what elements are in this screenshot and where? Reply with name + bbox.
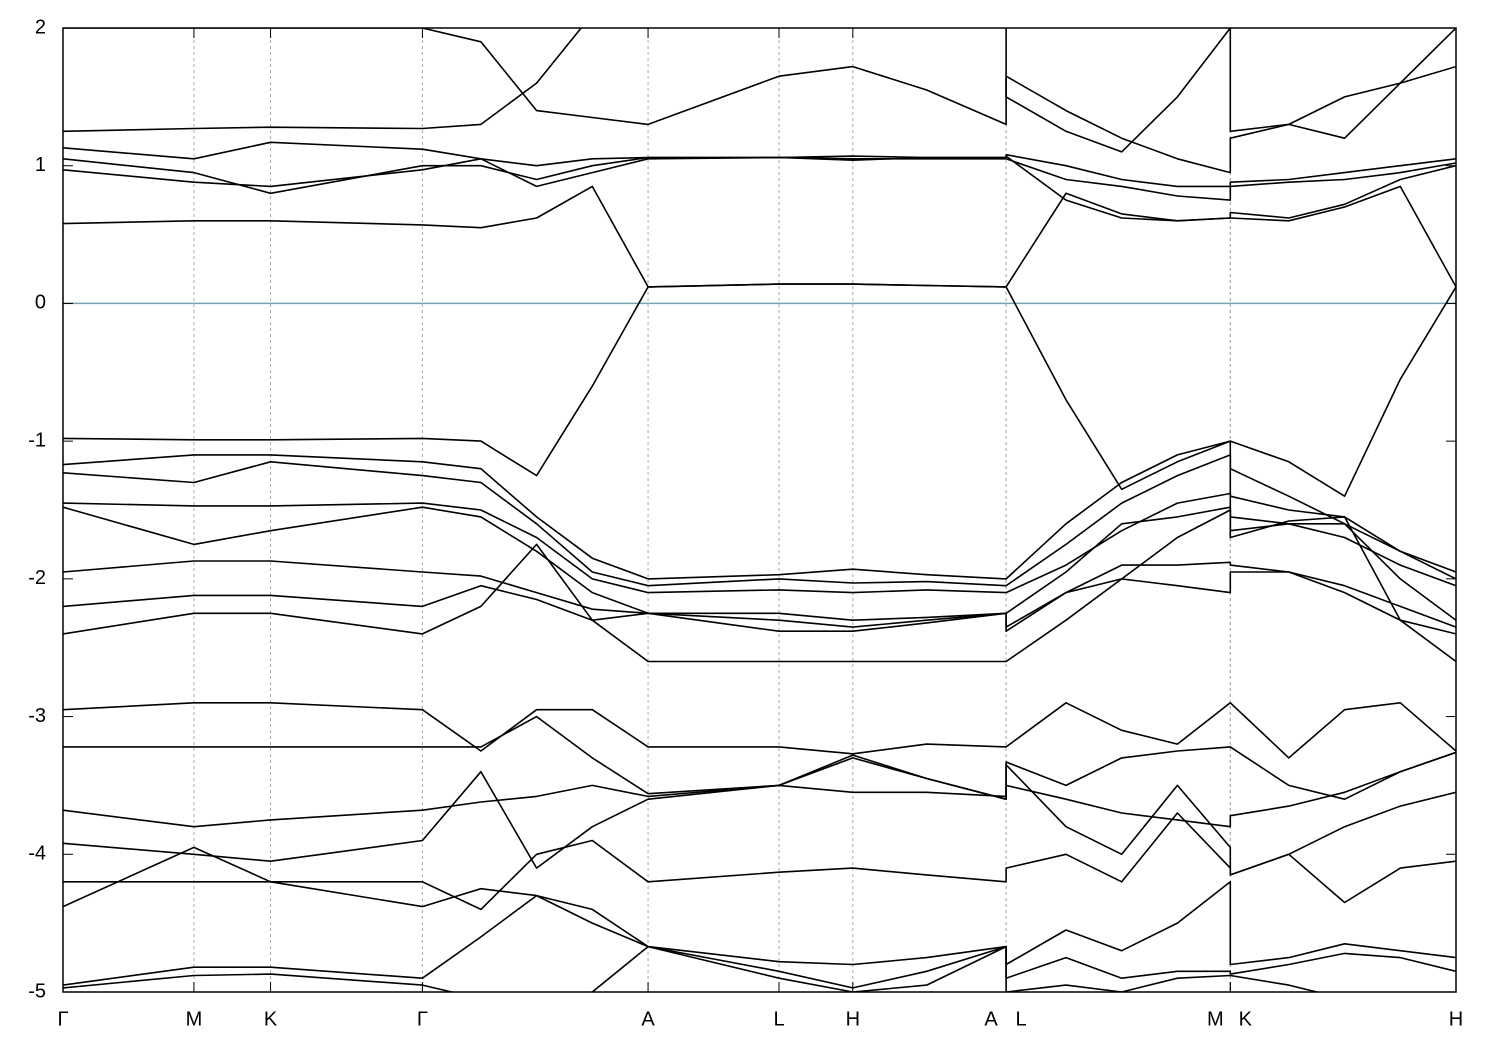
band-line [63, 509, 1456, 663]
plot-frame [62, 27, 1457, 993]
band-line [63, 945, 1321, 992]
grid-layer [62, 28, 1457, 992]
x-tick-label: M [186, 1008, 203, 1030]
y-tick-label: -5 [28, 980, 46, 1002]
x-tick-label: A [641, 1008, 655, 1030]
band-line [63, 141, 1456, 188]
y-tick-label: 2 [35, 16, 46, 38]
band-line [63, 454, 1456, 587]
x-tick-label: L [1015, 1008, 1026, 1030]
x-tick-label: H [846, 1008, 860, 1030]
x-tick-label: K [264, 1008, 278, 1030]
band-line [63, 751, 1456, 828]
x-tick-label: K [1239, 1008, 1253, 1030]
x-tick-label: Γ [57, 1008, 68, 1030]
band-line [63, 185, 1456, 288]
bands-layer [63, 28, 1456, 992]
band-line [63, 702, 1456, 759]
band-line [63, 812, 1456, 911]
band-line [63, 28, 1456, 153]
x-tick-label: A [984, 1008, 998, 1030]
band-line [63, 757, 1456, 876]
band-line [63, 846, 1456, 966]
axes-layer: 210-1-2-3-4-5Γ M K Γ A L H A L M K H [28, 16, 1463, 1030]
band-line [63, 560, 1456, 628]
band-line [63, 155, 1456, 222]
y-tick-label: 0 [35, 292, 46, 314]
band-line [63, 492, 1456, 594]
band-line [63, 571, 1456, 635]
x-tick-label: Γ [417, 1008, 428, 1030]
band-line [63, 283, 1456, 497]
band-line [63, 506, 1456, 621]
band-line [63, 28, 1456, 174]
y-tick-label: -2 [28, 567, 46, 589]
x-tick-label: M [1207, 1008, 1224, 1030]
x-tick-label: L [773, 1008, 784, 1030]
y-tick-label: -4 [28, 843, 46, 865]
band-line [63, 894, 1456, 989]
y-tick-label: -1 [28, 429, 46, 451]
band-line [63, 440, 1456, 580]
y-tick-label: -3 [28, 705, 46, 727]
y-tick-label: 1 [35, 154, 46, 176]
x-tick-label: H [1449, 1008, 1463, 1030]
